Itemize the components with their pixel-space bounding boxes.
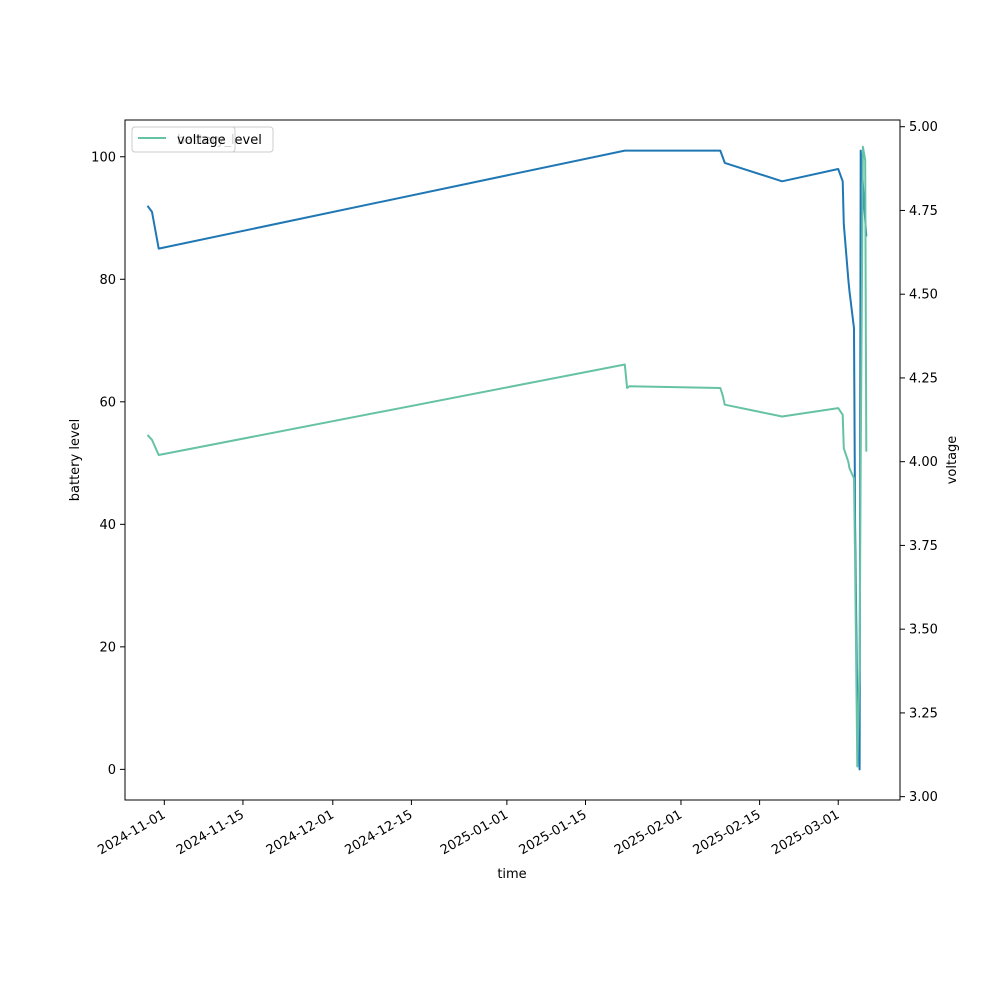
y-left-tick-label: 0: [108, 763, 116, 778]
y-left-tick-label: 40: [99, 518, 116, 533]
plot-frame: [124, 119, 901, 801]
legend-label-voltage: voltage: [177, 133, 226, 148]
y-left-tick-label: 100: [91, 150, 116, 165]
y-right-tick-label: 3.25: [909, 706, 938, 721]
x-axis-label: time: [497, 867, 526, 882]
series-layer: [146, 145, 868, 771]
y-left-tick-label: 80: [99, 273, 116, 288]
y-right-tick-label: 3.50: [909, 623, 938, 638]
y-axis-left: 0 20 40 60 80 100: [91, 150, 125, 778]
y-right-tick-label: 3.75: [909, 539, 938, 554]
y-right-tick-label: 4.25: [909, 371, 938, 386]
y-right-tick-label: 4.50: [909, 288, 938, 303]
series-line-voltage: [146, 145, 868, 768]
legend-box-voltage: [131, 126, 236, 153]
y-right-tick-label: 5.00: [909, 120, 938, 135]
y-right-tick-label: 4.00: [909, 455, 938, 470]
y-left-tick-label: 20: [99, 640, 116, 655]
y-axis-right: 3.00 3.25 3.50 3.75 4.00 4.25 4.50 4.75 5.00: [900, 120, 938, 805]
y-axis-left-label: battery level: [68, 419, 83, 502]
y-right-tick-label: 4.75: [909, 204, 938, 219]
y-axis-right-label: voltage: [945, 436, 960, 485]
y-right-tick-label: 3.00: [909, 790, 938, 805]
y-left-tick-label: 60: [99, 395, 116, 410]
